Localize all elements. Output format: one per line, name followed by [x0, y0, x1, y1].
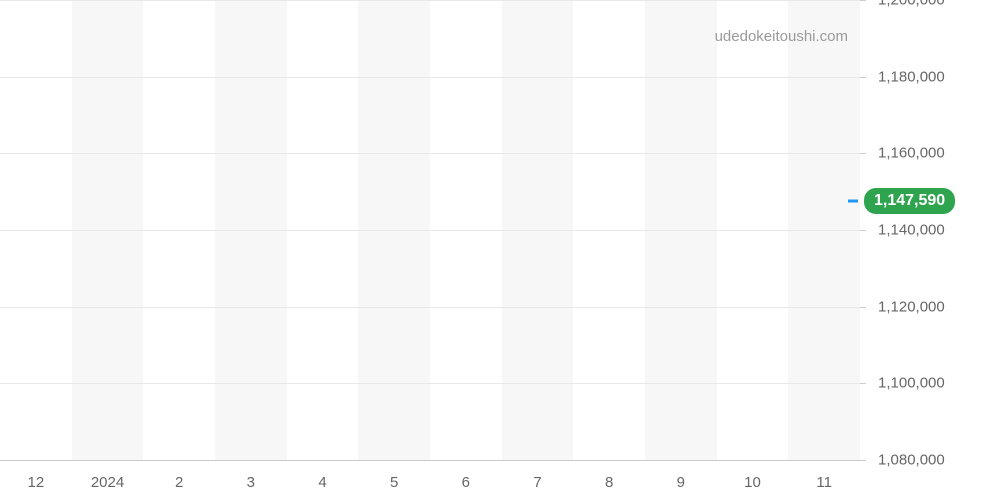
x-tick-label: 5 — [390, 474, 398, 491]
x-axis-line — [0, 460, 860, 461]
x-tick-label: 10 — [744, 474, 761, 491]
watermark-text: udedokeitoushi.com — [715, 28, 848, 45]
current-value-badge: 1,147,590 — [864, 188, 955, 214]
y-tick-label: 1,100,000 — [878, 375, 945, 392]
y-tick-mark — [860, 383, 866, 384]
grid-line — [0, 0, 860, 1]
y-tick-label: 1,080,000 — [878, 452, 945, 469]
x-tick-label: 4 — [318, 474, 326, 491]
x-tick-label: 2 — [175, 474, 183, 491]
x-tick-label: 12 — [27, 474, 44, 491]
y-tick-label: 1,180,000 — [878, 68, 945, 85]
y-tick-label: 1,120,000 — [878, 298, 945, 315]
y-tick-label: 1,160,000 — [878, 145, 945, 162]
grid-line — [0, 77, 860, 78]
y-tick-label: 1,140,000 — [878, 222, 945, 239]
x-tick-label: 3 — [247, 474, 255, 491]
grid-line — [0, 230, 860, 231]
x-tick-label: 11 — [816, 474, 832, 491]
y-tick-mark — [860, 77, 866, 78]
grid-line — [0, 383, 860, 384]
grid-line — [0, 307, 860, 308]
x-tick-label: 9 — [677, 474, 685, 491]
grid-line — [0, 153, 860, 154]
x-tick-label: 2024 — [91, 474, 124, 491]
y-tick-mark — [860, 307, 866, 308]
y-tick-mark — [860, 230, 866, 231]
y-tick-label: 1,200,000 — [878, 0, 945, 9]
current-value-marker — [848, 199, 858, 202]
y-tick-mark — [860, 460, 866, 461]
x-tick-label: 7 — [533, 474, 541, 491]
price-chart: 1,080,000 1,100,000 1,120,000 1,140,000 1,16… — [0, 0, 1000, 500]
x-tick-label: 6 — [462, 474, 470, 491]
y-tick-mark — [860, 0, 866, 1]
x-tick-label: 8 — [605, 474, 613, 491]
y-tick-mark — [860, 153, 866, 154]
